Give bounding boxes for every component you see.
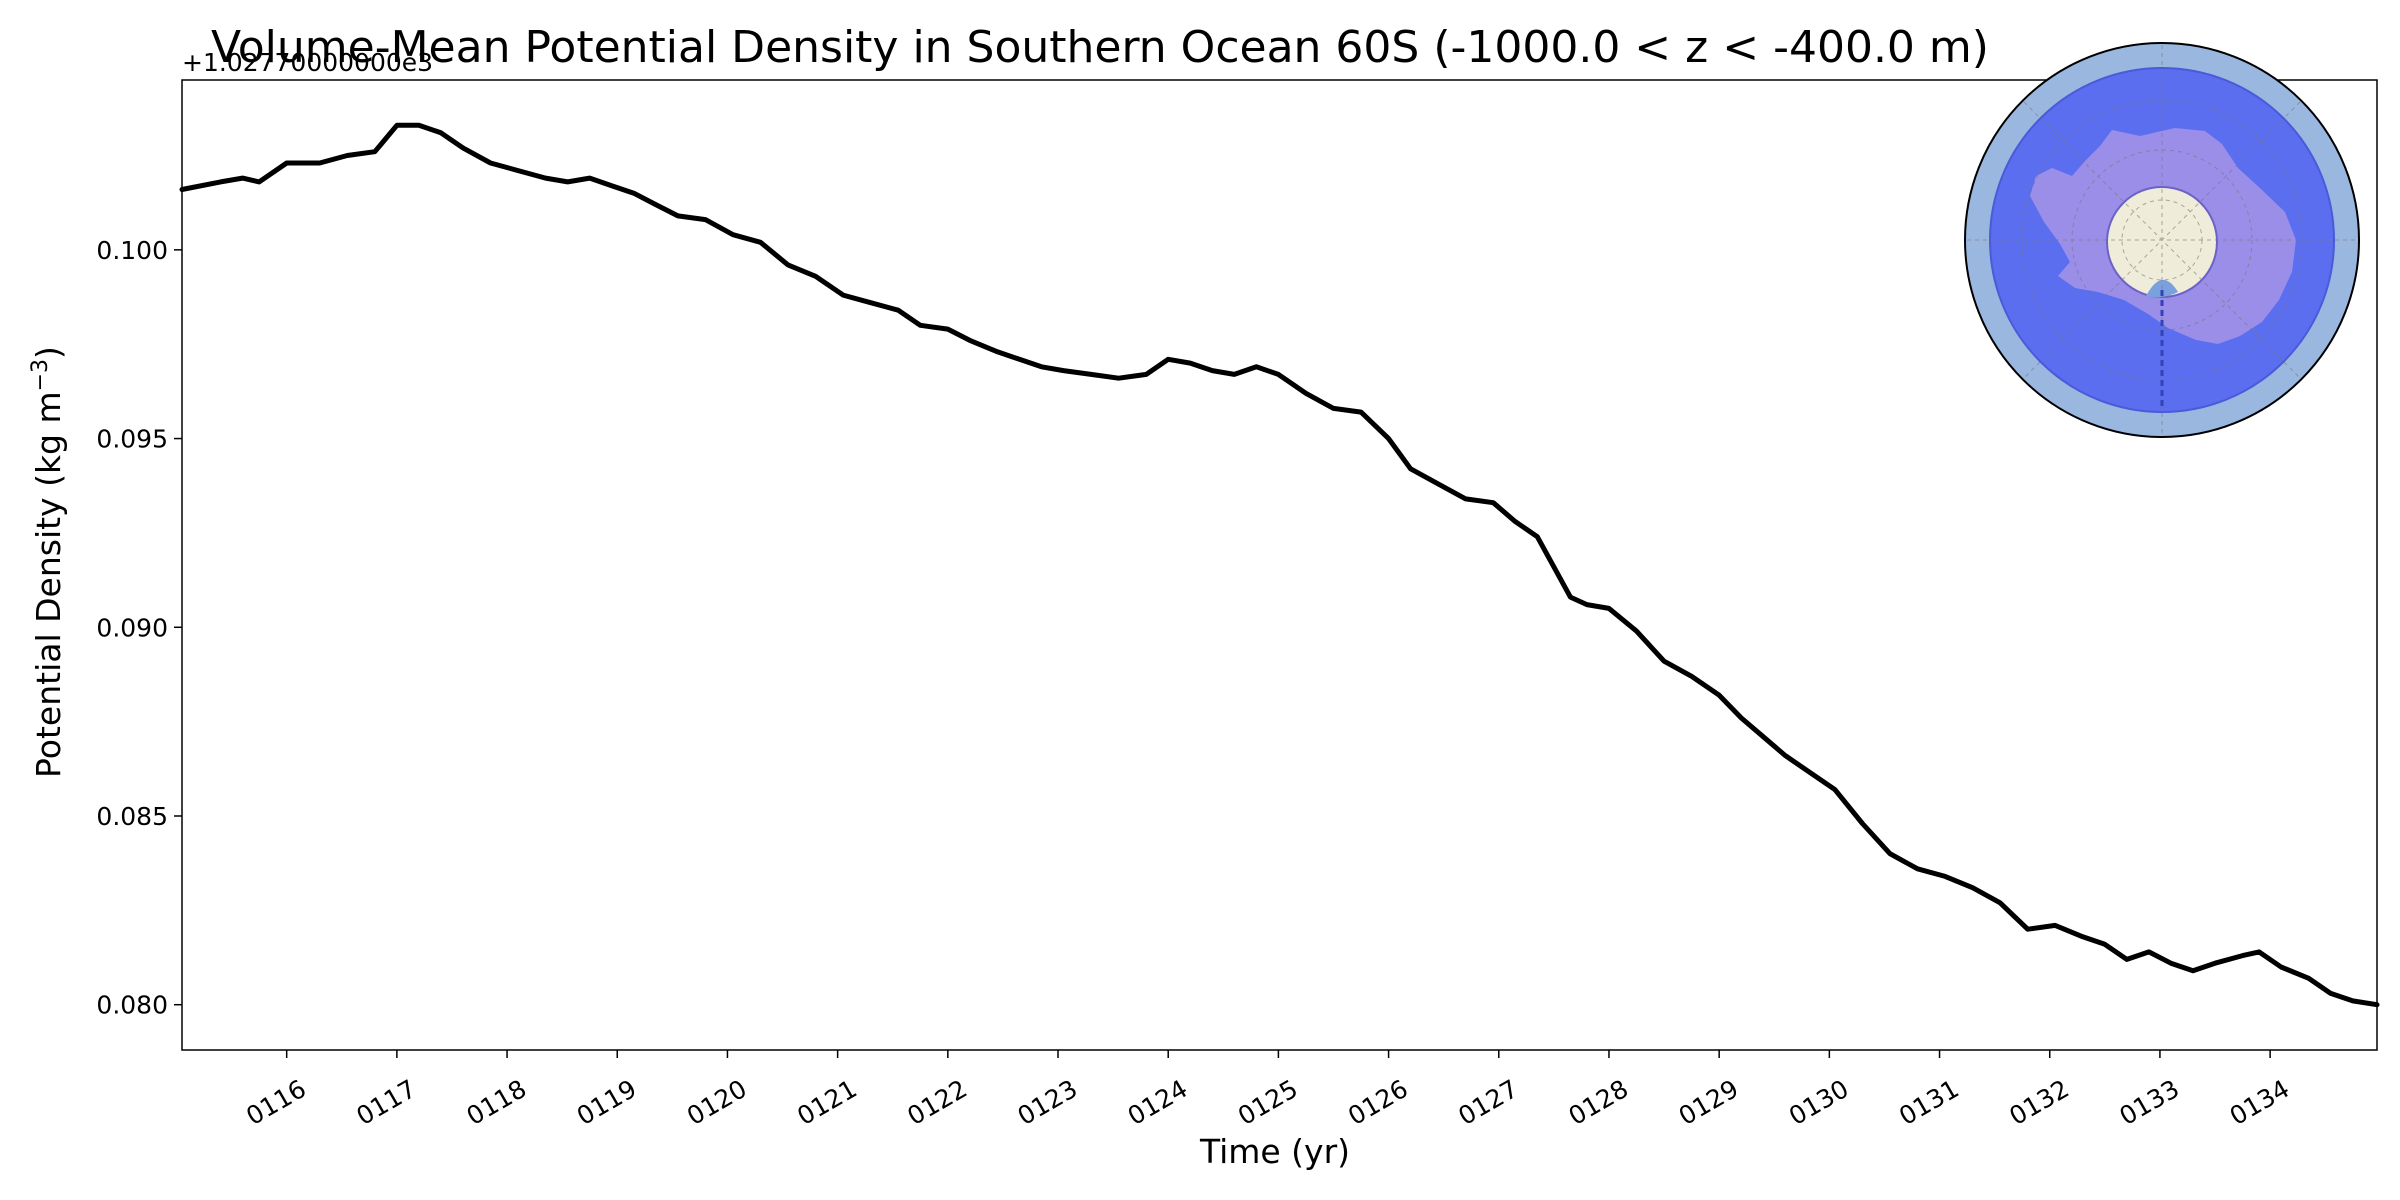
y-tick-label: 0.085 (96, 802, 168, 831)
x-tick-label: 0134 (2225, 1074, 2295, 1131)
y-axis-label: Potential Density (kg m−3) (28, 346, 68, 778)
y-tick-label: 0.090 (96, 613, 168, 642)
y-tick-label: 0.080 (96, 991, 168, 1020)
x-tick-label: 0130 (1784, 1074, 1854, 1131)
x-tick-label: 0125 (1233, 1074, 1303, 1131)
plot-frame (181, 79, 2378, 1051)
x-tick-label: 0127 (1453, 1074, 1523, 1131)
x-axis-ticks: 0116 0117 0118 0119 0120 0121 0122 0123 0124 0125… (241, 1050, 2294, 1131)
x-tick-label: 0120 (682, 1074, 752, 1131)
series-line (179, 122, 2380, 1008)
x-tick-label: 0124 (1123, 1074, 1193, 1131)
x-tick-label: 0132 (2004, 1074, 2074, 1131)
x-tick-label: 0126 (1343, 1074, 1413, 1131)
x-tick-label: 0121 (792, 1074, 862, 1131)
x-tick-label: 0123 (1013, 1074, 1083, 1131)
x-tick-label: 0133 (2115, 1074, 2185, 1131)
inset-region-map (1964, 42, 2360, 438)
x-tick-label: 0117 (351, 1074, 421, 1131)
x-tick-label: 0128 (1564, 1074, 1634, 1131)
x-tick-label: 0129 (1674, 1074, 1744, 1131)
chart-title: Volume-Mean Potential Density in Souther… (211, 22, 1989, 73)
x-tick-label: 0116 (241, 1074, 311, 1131)
y-offset-label: +1.02770000000e3 (182, 48, 433, 77)
x-tick-label: 0118 (462, 1074, 532, 1131)
x-tick-label: 0131 (1894, 1074, 1964, 1131)
x-axis-label: Time (yr) (1199, 1132, 1350, 1171)
y-axis-ticks: 0.080 0.085 0.090 0.095 0.100 (96, 236, 182, 1020)
y-tick-label: 0.095 (96, 425, 168, 454)
x-tick-label: 0122 (902, 1074, 972, 1131)
y-tick-label: 0.100 (96, 236, 168, 265)
x-tick-label: 0119 (572, 1074, 642, 1131)
